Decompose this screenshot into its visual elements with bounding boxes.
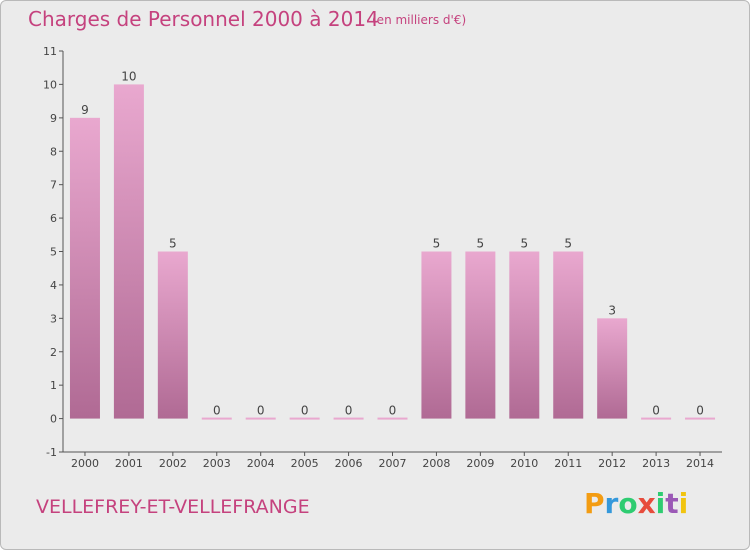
x-tick-label: 2004	[247, 457, 275, 470]
bar	[289, 417, 320, 420]
data-label: 3	[608, 303, 616, 317]
y-tick-label: -1	[46, 446, 57, 459]
data-label: 0	[652, 404, 660, 418]
data-label: 10	[121, 69, 136, 83]
logo-letter: P	[584, 487, 605, 520]
y-tick-label: 1	[50, 379, 57, 392]
x-tick-label: 2002	[159, 457, 187, 470]
y-tick-label: 11	[43, 45, 57, 58]
x-tick-label: 2006	[335, 457, 363, 470]
y-tick-label: 9	[50, 112, 57, 125]
commune-name: VELLEFREY-ET-VELLEFRANGE	[36, 496, 310, 518]
y-tick-label: 2	[50, 346, 57, 359]
y-tick-label: 3	[50, 312, 57, 325]
x-tick-label: 2014	[686, 457, 714, 470]
x-tick-label: 2005	[291, 457, 319, 470]
data-label: 0	[213, 404, 221, 418]
data-label: 0	[345, 404, 353, 418]
bar	[333, 417, 364, 420]
y-tick-label: 7	[50, 179, 57, 192]
bar	[597, 318, 628, 419]
x-tick-label: 2012	[598, 457, 626, 470]
y-tick-label: 8	[50, 145, 57, 158]
x-tick-label: 2000	[71, 457, 99, 470]
data-label: 5	[169, 237, 177, 251]
bar	[553, 251, 584, 419]
bar	[377, 417, 408, 420]
logo-letter: i	[655, 487, 666, 520]
bar	[201, 417, 232, 420]
bar	[113, 84, 144, 419]
bar	[69, 117, 100, 419]
logo-letter: i	[678, 487, 689, 520]
bar	[641, 417, 672, 420]
x-tick-label: 2003	[203, 457, 231, 470]
data-label: 0	[257, 404, 265, 418]
bar	[509, 251, 540, 419]
y-tick-label: 6	[50, 212, 57, 225]
x-tick-label: 2010	[510, 457, 538, 470]
logo-letter: r	[604, 487, 619, 520]
data-label: 9	[81, 103, 89, 117]
y-tick-label: 5	[50, 246, 57, 259]
x-tick-label: 2001	[115, 457, 143, 470]
logo-letter: x	[637, 487, 656, 520]
x-tick-label: 2011	[554, 457, 582, 470]
x-tick-label: 2008	[422, 457, 450, 470]
y-tick-label: 4	[50, 279, 57, 292]
data-label: 0	[696, 404, 704, 418]
data-label: 5	[477, 237, 485, 251]
x-tick-label: 2009	[466, 457, 494, 470]
bar	[421, 251, 452, 419]
chart-subtitle: (en milliers d'€)	[372, 13, 467, 27]
data-label: 5	[564, 237, 572, 251]
bar	[685, 417, 716, 420]
logo-letter: t	[665, 487, 679, 520]
chart-title: Charges de Personnel 2000 à 2014	[28, 7, 379, 31]
bar	[157, 251, 188, 419]
x-tick-label: 2007	[379, 457, 407, 470]
data-label: 5	[433, 237, 441, 251]
bar	[245, 417, 276, 420]
y-tick-label: 0	[50, 413, 57, 426]
logo-letter: o	[618, 487, 638, 520]
y-tick-label: 10	[43, 78, 57, 91]
data-label: 0	[389, 404, 397, 418]
bar	[465, 251, 496, 419]
x-tick-label: 2013	[642, 457, 670, 470]
data-label: 5	[520, 237, 528, 251]
data-label: 0	[301, 404, 309, 418]
proxiti-logo[interactable]: Proxiti	[584, 487, 688, 520]
